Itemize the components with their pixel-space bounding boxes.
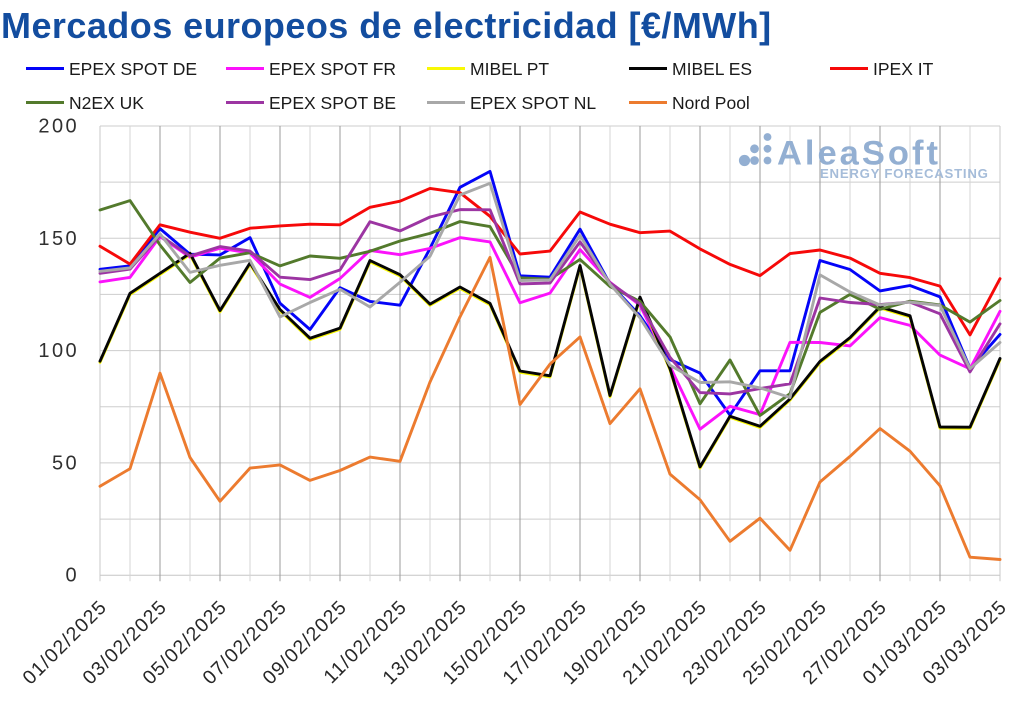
svg-text:AleaSoft: AleaSoft <box>777 135 941 173</box>
svg-text:150: 150 <box>38 228 79 250</box>
svg-text:0: 0 <box>65 565 79 587</box>
svg-text:ENERGY FORECASTING: ENERGY FORECASTING <box>820 166 989 181</box>
svg-text:100: 100 <box>38 340 79 362</box>
svg-text:50: 50 <box>52 452 79 474</box>
svg-text:200: 200 <box>38 116 79 138</box>
